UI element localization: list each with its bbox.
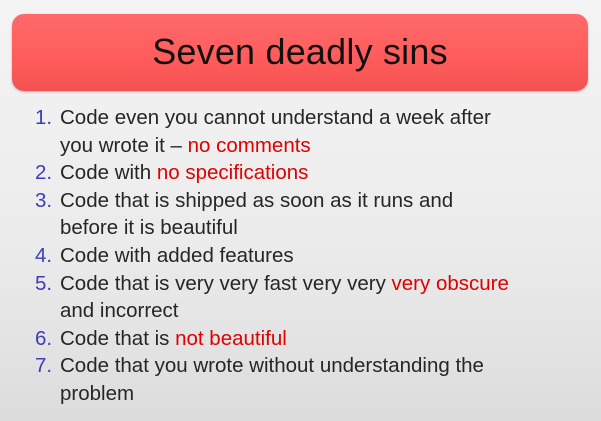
- item-text-line2: problem: [60, 381, 135, 405]
- item-number: 1.: [35, 106, 53, 129]
- item-highlight: very obscure: [391, 271, 509, 295]
- item-number: 3.: [35, 188, 53, 212]
- list-item-sin-7: 7. Code that you wrote without understan…: [35, 352, 595, 407]
- sins-list: 1. Code even you cannot understand a wee…: [35, 104, 595, 408]
- list-item-sin-5: 5. Code that is very very fast very very…: [35, 270, 595, 325]
- item-text-line1: Code that is shipped as soon as it runs …: [60, 188, 454, 212]
- item-text: Code that is very very fast very very ve…: [60, 270, 595, 325]
- item-number: 4.: [35, 243, 53, 267]
- item-text: Code with added features: [60, 243, 294, 267]
- slide-title: Seven deadly sins: [152, 30, 448, 72]
- item-text-line2: before it is beautiful: [60, 216, 238, 240]
- item-text-pre: Code that is: [60, 326, 176, 350]
- item-text-line2: you wrote it –: [60, 133, 188, 157]
- item-text-line2: and incorrect: [60, 299, 179, 323]
- item-text: Code that you wrote without understandin…: [60, 352, 595, 407]
- item-number: 7.: [35, 354, 53, 378]
- list-item-sin-3: 3. Code that is shipped as soon as it ru…: [35, 187, 595, 242]
- item-number: 6.: [35, 326, 53, 350]
- item-number: 2.: [35, 161, 53, 185]
- item-text-pre: Code with: [60, 161, 157, 185]
- list-item-sin-4: 4. Code with added features: [35, 242, 595, 270]
- title-banner: Seven deadly sins: [12, 14, 588, 91]
- item-highlight: no specifications: [156, 161, 309, 185]
- item-number: 5.: [35, 271, 53, 295]
- item-text-pre: Code that is very very fast very very: [60, 271, 392, 295]
- item-text: Code even you cannot understand a week a…: [60, 104, 595, 159]
- item-text: Code that is not beautiful: [60, 325, 595, 353]
- item-highlight: no comments: [187, 133, 311, 157]
- item-text-line1: Code even you cannot understand a week a…: [60, 106, 491, 129]
- item-text-line1: Code that you wrote without understandin…: [60, 354, 484, 378]
- item-highlight: not beautiful: [175, 326, 287, 350]
- list-item-sin-6: 6. Code that is not beautiful: [35, 325, 595, 353]
- list-item-sin-1: 1. Code even you cannot understand a wee…: [35, 104, 595, 159]
- item-text: Code with no specifications: [60, 159, 595, 187]
- item-text: Code that is shipped as soon as it runs …: [60, 187, 595, 242]
- list-item-sin-2: 2. Code with no specifications: [35, 159, 595, 187]
